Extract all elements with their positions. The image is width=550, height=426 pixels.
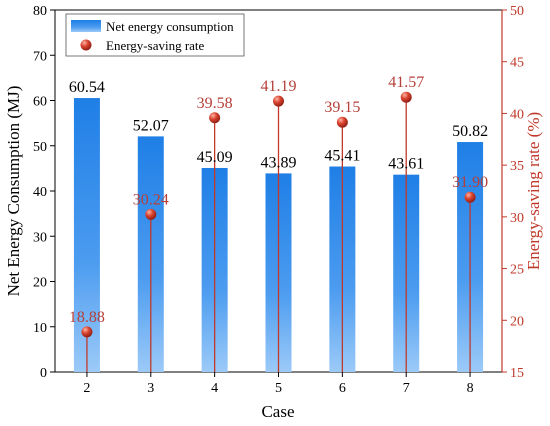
left-axis: 0 10 20 30 40 50 60 70 80 <box>33 4 55 381</box>
rate-point-case-6 <box>336 116 348 128</box>
x-tick-label: 2 <box>83 381 90 396</box>
left-tick-label: 80 <box>33 4 47 19</box>
left-tick-label: 10 <box>33 321 47 336</box>
bar-value-label: 45.41 <box>324 148 360 165</box>
rate-point-case-4 <box>209 112 221 124</box>
rate-point-case-5 <box>273 95 284 107</box>
x-axis: 2 3 4 5 6 7 8 <box>83 372 474 396</box>
rate-value-label: 41.57 <box>388 74 424 91</box>
rate-value-label: 18.88 <box>69 309 105 326</box>
legend-rate-label: Energy-saving rate <box>106 38 205 53</box>
right-tick-label: 40 <box>510 107 524 122</box>
left-tick-label: 40 <box>33 185 47 200</box>
right-tick-label: 20 <box>510 314 524 329</box>
right-tick-label: 45 <box>510 56 524 71</box>
left-tick-label: 60 <box>33 95 47 110</box>
legend: Net energy consumption Energy-saving rat… <box>65 13 245 57</box>
legend-bar-label: Net energy consumption <box>106 19 234 34</box>
legend-bar-swatch <box>71 20 101 32</box>
right-tick-label: 30 <box>510 211 524 226</box>
rate-value-label: 41.19 <box>261 78 297 95</box>
right-tick-label: 15 <box>510 366 524 381</box>
x-tick-label: 3 <box>147 381 154 396</box>
bar-value-label: 45.09 <box>197 149 233 166</box>
right-tick-label: 25 <box>510 263 524 278</box>
left-tick-label: 70 <box>33 49 47 64</box>
left-tick-label: 20 <box>33 276 47 291</box>
x-tick-label: 5 <box>275 381 282 396</box>
bar-value-label: 60.54 <box>69 79 105 96</box>
rate-point-case-2 <box>81 326 93 338</box>
rate-point-case-7 <box>400 91 412 103</box>
x-tick-label: 8 <box>467 381 474 396</box>
y2-axis-title: Energy-saving rate (%) <box>524 112 543 270</box>
rate-value-label: 39.15 <box>324 99 360 116</box>
bar-value-label: 43.89 <box>261 154 297 171</box>
rate-value-label: 31.90 <box>452 174 488 191</box>
rate-value-label: 30.24 <box>133 191 169 208</box>
y-axis-title: Net Energy Consumption (MJ) <box>4 86 23 297</box>
left-tick-label: 0 <box>40 366 47 381</box>
bar-labels: 60.54 52.07 45.09 43.89 45.41 43.61 50.82 <box>69 79 488 173</box>
rate-labels: 18.88 30.24 39.58 41.19 39.15 41.57 31.90 <box>69 74 488 326</box>
x-tick-label: 6 <box>339 381 346 396</box>
right-tick-label: 50 <box>510 4 524 19</box>
left-tick-label: 30 <box>33 230 47 245</box>
rate-layer <box>81 91 476 372</box>
x-tick-label: 4 <box>211 381 218 396</box>
x-axis-title: Case <box>261 402 294 421</box>
right-tick-label: 35 <box>510 159 524 174</box>
bar-value-label: 50.82 <box>452 123 488 140</box>
left-tick-label: 50 <box>33 140 47 155</box>
legend-rate-marker <box>80 39 92 51</box>
bar-value-label: 43.61 <box>388 156 424 173</box>
rate-value-label: 39.58 <box>197 95 233 112</box>
bar-case-2 <box>73 98 100 372</box>
x-tick-label: 7 <box>403 381 410 396</box>
right-axis: 15 20 25 30 35 40 45 50 <box>502 4 524 381</box>
bar-value-label: 52.07 <box>133 117 169 134</box>
rate-point-case-8 <box>464 191 476 203</box>
rate-point-case-3 <box>145 208 157 220</box>
